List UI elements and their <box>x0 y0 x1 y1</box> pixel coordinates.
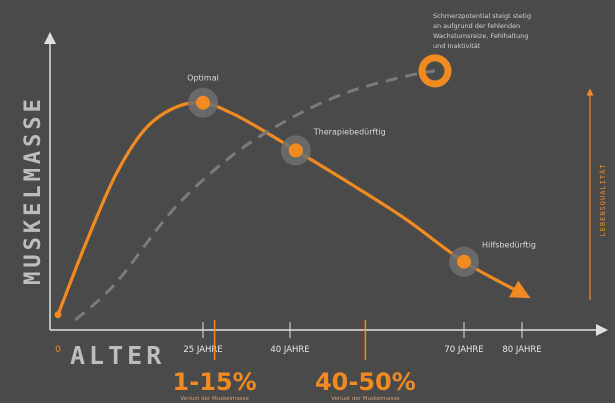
note-line: an aufgrund der fehlenden <box>433 22 520 30</box>
note-line: Schmerzpotential steigt stetig <box>433 12 531 20</box>
x-ticks: 0 25 JAHRE 40 JAHRE 70 JAHRE 80 JAHRE <box>55 322 542 355</box>
dashed-series-line <box>74 69 436 322</box>
x-tick-label: 80 JAHRE <box>502 345 541 355</box>
marker-point <box>457 254 471 269</box>
x-tick-label: 0 <box>55 345 61 355</box>
ring-marker <box>418 54 452 88</box>
range-labels: 1-15%Verlust der Muskelmasse40-50%Verlus… <box>173 320 416 402</box>
range-caption: Verlust der Muskelmasse <box>331 396 400 402</box>
note-line: Wachstumsreize, Fehlhaltung <box>433 32 528 40</box>
solid-series-line <box>56 100 531 316</box>
range-value: 40-50% <box>315 368 416 396</box>
x-tick-label: 70 JAHRE <box>444 345 483 355</box>
pain-note: Schmerzpotential steigt stetig an aufgrun… <box>433 12 531 50</box>
x-axis-label: ALTER <box>70 341 165 370</box>
marker-point <box>288 143 303 158</box>
marker-point <box>196 95 210 110</box>
marker-label: Therapiebedürftig <box>313 127 386 136</box>
x-tick-label: 25 JAHRE <box>183 345 222 355</box>
range-caption: Verlust der Muskelmasse <box>180 396 249 402</box>
x-tick-label: 40 JAHRE <box>270 345 309 355</box>
marker-label: Optimal <box>187 74 219 83</box>
y-axis-label: MUSKELMASSE <box>21 95 46 285</box>
right-axis-label: LEBENSQUALITÄT <box>598 163 607 236</box>
markers-group: Optimal Therapiebedürftig Hilfsbedürftig <box>187 54 536 277</box>
series-group <box>54 69 531 322</box>
marker-label: Hilfsbedürftig <box>482 241 536 250</box>
range-value: 1-15% <box>173 368 257 396</box>
note-line: und Inaktivität <box>433 42 481 50</box>
series-start-point <box>54 311 62 319</box>
